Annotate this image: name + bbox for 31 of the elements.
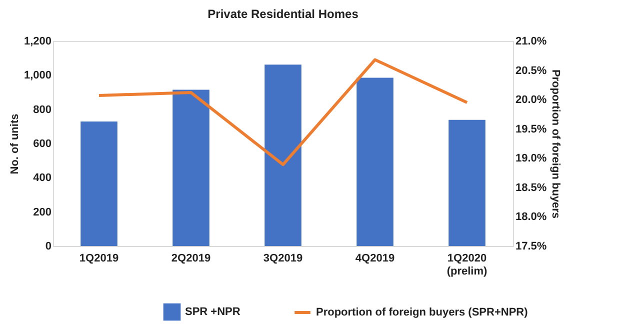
- line-series: [98, 58, 468, 166]
- bar: [264, 64, 302, 246]
- y2-tick-label: 21.0%: [516, 36, 547, 48]
- y-tick-label: 1,200: [24, 36, 52, 48]
- y-axis-title: No. of units: [8, 114, 21, 174]
- y-tick-label: 600: [33, 138, 52, 150]
- chart-title: Private Residential Homes: [208, 7, 359, 21]
- legend-label: SPR +NPR: [185, 306, 240, 318]
- legend-label: Proportion of foreign buyers (SPR+NPR): [316, 306, 528, 318]
- y-tick-label: 800: [33, 104, 52, 116]
- x-tick-label: 1Q2019: [79, 252, 119, 264]
- bar: [80, 121, 118, 246]
- bar: [356, 78, 394, 246]
- y2-tick-label: 19.0%: [516, 152, 547, 165]
- y-tick-label: 400: [33, 172, 52, 184]
- y2-tick-label: 20.0%: [516, 94, 547, 106]
- bar: [172, 90, 210, 246]
- x-tick-label: 3Q2019: [263, 252, 303, 264]
- y-tick-label: 1,000: [24, 70, 52, 82]
- y2-tick-label: 19.5%: [516, 123, 547, 136]
- x-tick-label: 4Q2019: [355, 252, 395, 264]
- y2-tick-label: 20.5%: [516, 64, 547, 77]
- y-tick-label: 0: [45, 240, 52, 252]
- bar: [448, 120, 486, 246]
- x-tick-label: 1Q2020 (prelim): [446, 252, 488, 278]
- y-tick-label: 200: [33, 206, 52, 218]
- x-tick-label: 2Q2019: [171, 252, 211, 264]
- y2-tick-label: 18.0%: [516, 211, 547, 224]
- y2-tick-label: 17.5%: [516, 240, 547, 252]
- y2-tick-label: 18.5%: [516, 182, 547, 194]
- y2-axis-title: Proportion of foreign buyers: [550, 69, 562, 219]
